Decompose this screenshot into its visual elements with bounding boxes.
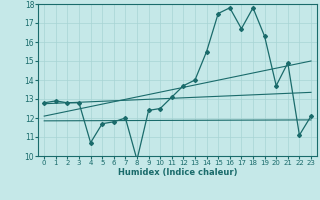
- X-axis label: Humidex (Indice chaleur): Humidex (Indice chaleur): [118, 168, 237, 177]
